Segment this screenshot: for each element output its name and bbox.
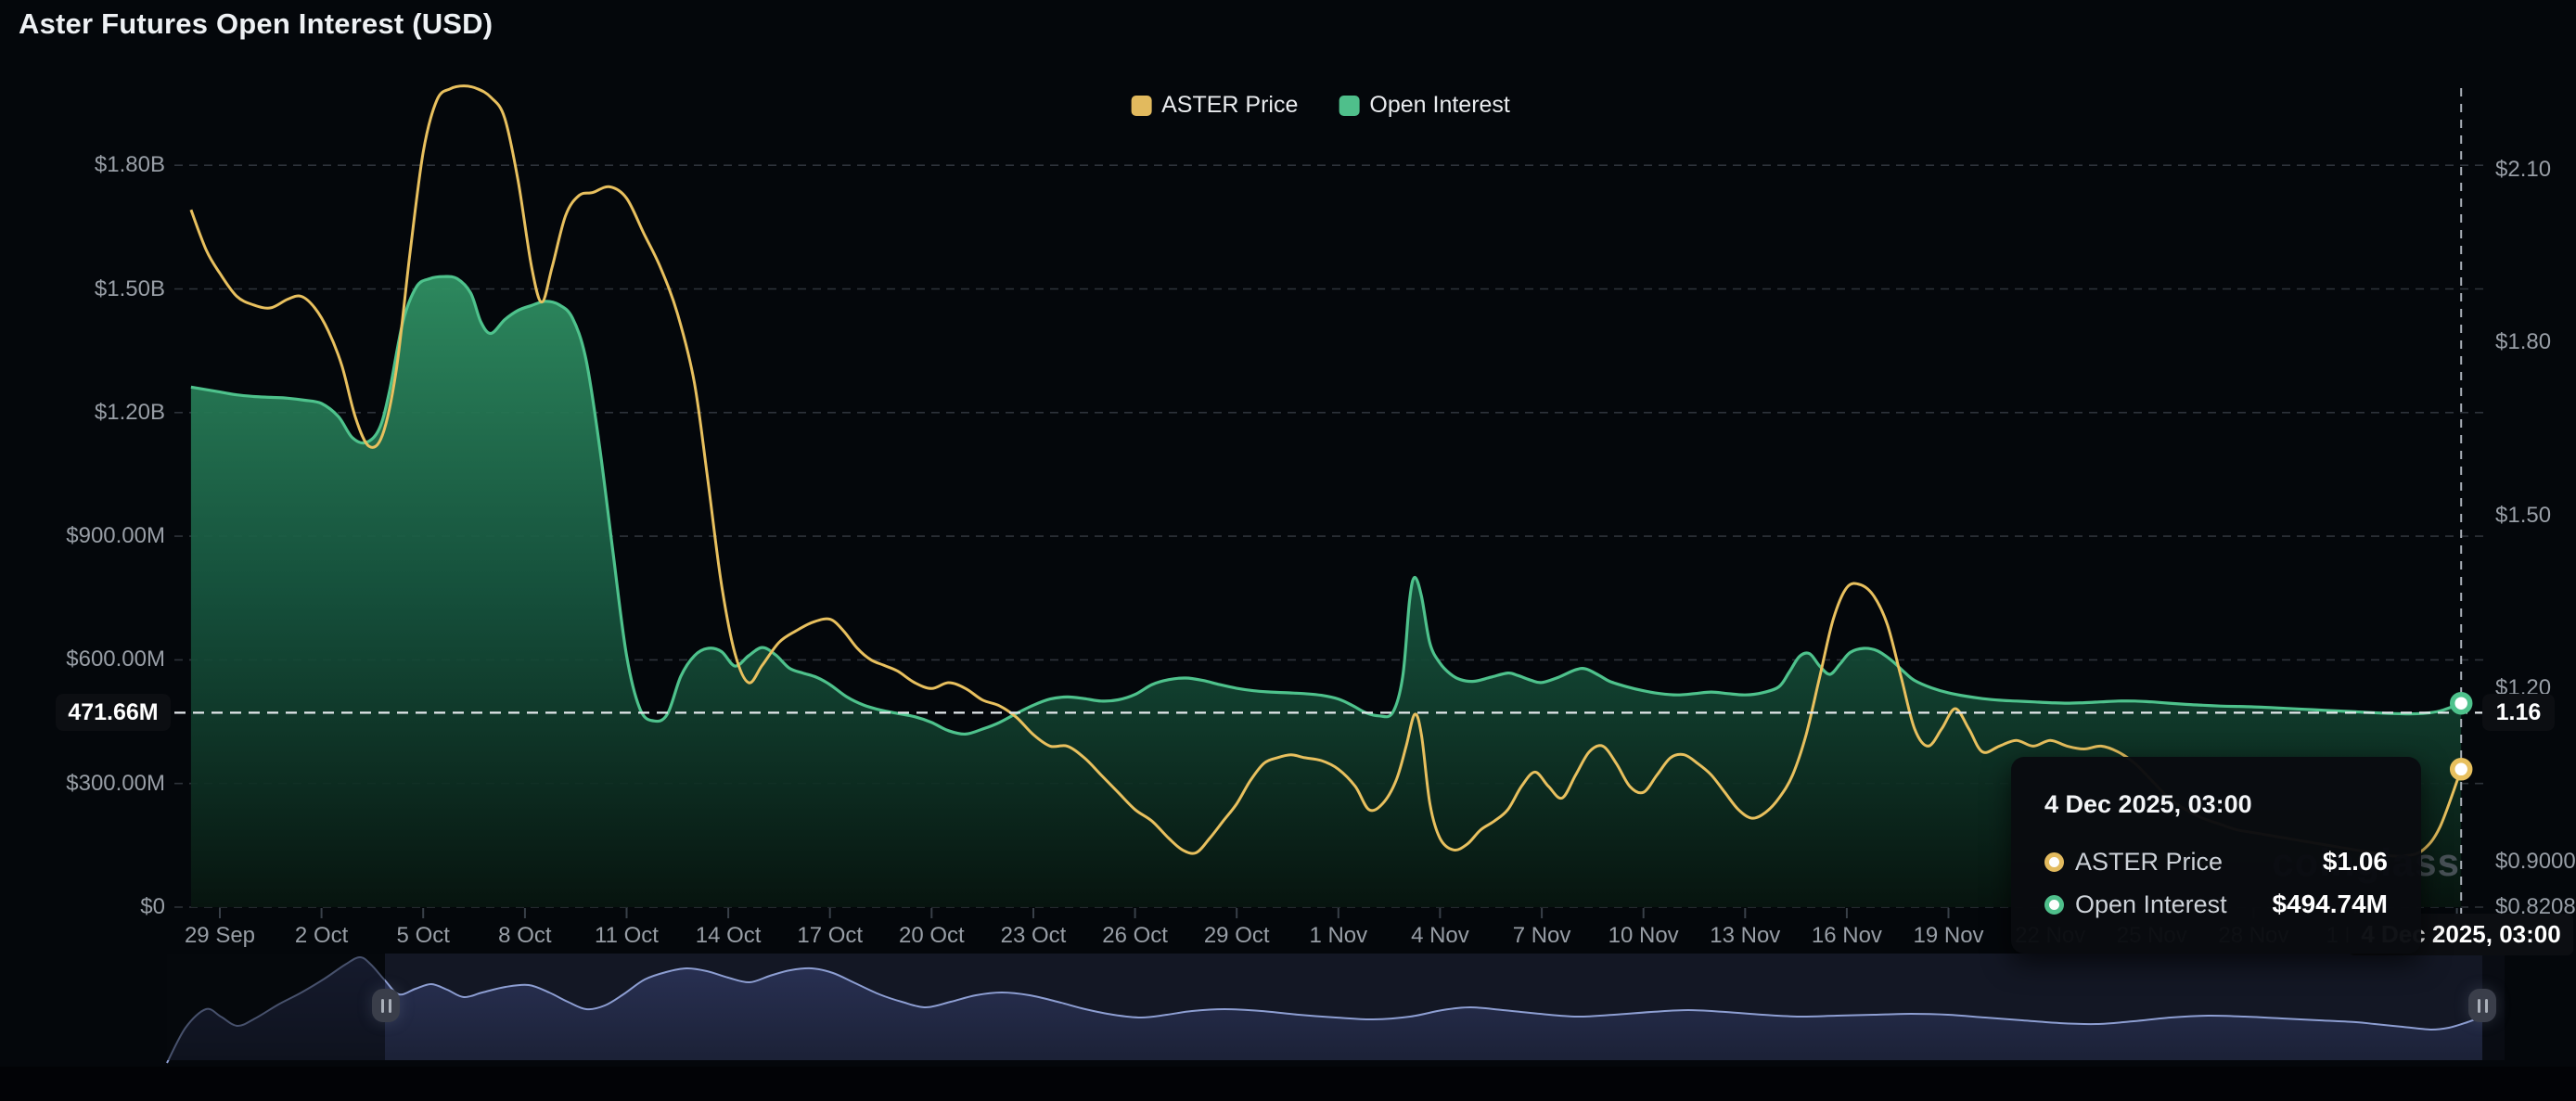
legend-item-aster-price[interactable]: ASTER Price: [1131, 92, 1298, 119]
x-axis-label: 19 Nov: [1913, 923, 1984, 948]
y-axis-label-right: $0.9000: [2495, 848, 2576, 874]
navigator-right-handle[interactable]: [2468, 989, 2496, 1022]
page-title: Aster Futures Open Interest (USD): [19, 7, 493, 40]
y-axis-label-left: $300.00M: [66, 770, 165, 796]
tooltip-series-value: $1.06: [2322, 847, 2388, 876]
tooltip: 4 Dec 2025, 03:00 ASTER Price $1.06 Open I…: [2011, 757, 2421, 954]
x-axis-label: 5 Oct: [396, 923, 450, 948]
series-dot-icon: [2044, 894, 2064, 915]
y-axis-label-right: $1.80: [2495, 329, 2552, 355]
x-axis-label: 11 Oct: [595, 923, 659, 948]
tooltip-date: 4 Dec 2025, 03:00: [2044, 790, 2252, 818]
legend-swatch-icon: [1131, 95, 1152, 116]
x-axis-label: 26 Oct: [1102, 923, 1168, 948]
crosshair-layer: [174, 88, 2488, 914]
y-axis-label-left: $1.50B: [94, 275, 165, 301]
x-axis-label: 29 Sep: [184, 923, 256, 948]
latest-open-interest-badge: 471.66M: [56, 694, 171, 731]
x-axis-label: 2 Oct: [294, 923, 349, 948]
series-dot-icon: [2044, 851, 2064, 872]
x-axis-label: 29 Oct: [1203, 923, 1270, 948]
navigator-left-handle[interactable]: [372, 989, 400, 1022]
y-axis-label-left: $600.00M: [66, 647, 165, 672]
navigator-chart[interactable]: [166, 954, 2505, 1064]
bottom-strip: [0, 1067, 2576, 1101]
y-axis-label-left: $900.00M: [66, 523, 165, 549]
x-axis-label: 23 Oct: [1000, 923, 1067, 948]
tooltip-series-value: $494.74M: [2272, 890, 2388, 918]
latest-price-badge: 1.16: [2482, 694, 2555, 731]
series-layer: [189, 84, 2463, 907]
x-axis-label: 1 Nov: [1309, 923, 1368, 948]
tooltip-series-label: ASTER Price: [2075, 847, 2224, 876]
y-axis-label-left: $0: [140, 894, 165, 919]
x-axis-label: 17 Oct: [797, 923, 864, 948]
y-axis-label-right: $2.10: [2495, 156, 2552, 182]
x-axis-label: 14 Oct: [695, 923, 762, 948]
x-axis-label: 4 Nov: [1411, 923, 1469, 948]
y-axis-label-left: $1.20B: [94, 399, 165, 425]
x-axis-label: 16 Nov: [1811, 923, 1882, 948]
legend-item-open-interest[interactable]: Open Interest: [1339, 92, 1510, 119]
y-axis-label-left: $1.80B: [94, 152, 165, 178]
x-axis-label: 7 Nov: [1512, 923, 1571, 948]
x-axis-label: 8 Oct: [498, 923, 552, 948]
y-axis-label-right: $1.50: [2495, 502, 2552, 528]
tooltip-row: Open Interest $494.74M: [2044, 890, 2388, 919]
tooltip-series-label: Open Interest: [2075, 890, 2227, 918]
legend: ASTER Price Open Interest: [1131, 92, 1510, 119]
legend-label: Open Interest: [1369, 92, 1510, 118]
x-axis-label: 20 Oct: [898, 923, 965, 948]
tooltip-row: ASTER Price $1.06: [2044, 847, 2388, 877]
tooltip-rows: ASTER Price $1.06 Open Interest $494.74M: [2044, 847, 2388, 919]
legend-label: ASTER Price: [1161, 92, 1299, 118]
x-axis-label: 13 Nov: [1710, 923, 1781, 948]
x-axis-label: 10 Nov: [1608, 923, 1679, 948]
legend-swatch-icon: [1339, 95, 1360, 116]
